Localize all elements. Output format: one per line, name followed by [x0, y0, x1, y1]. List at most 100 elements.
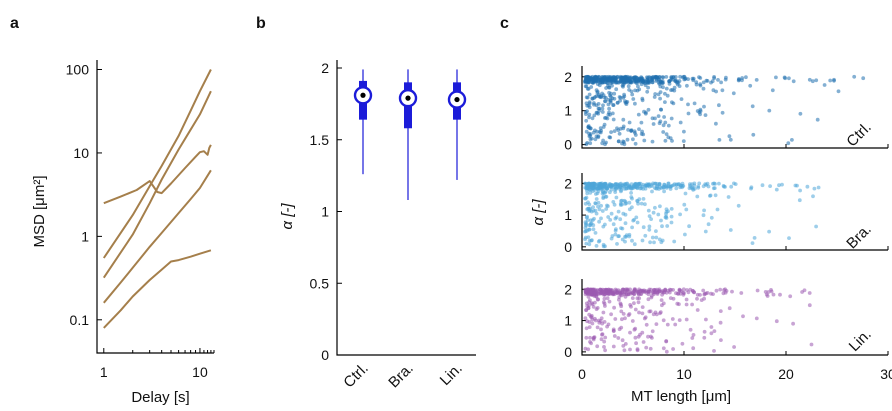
scatter-point — [584, 112, 588, 116]
scatter-point — [648, 289, 652, 294]
scatter-point — [647, 214, 652, 219]
msd-line-4 — [103, 169, 212, 304]
scatter-point — [591, 287, 596, 292]
scatter-point — [641, 340, 646, 344]
scatter-point — [587, 320, 592, 324]
scatter-point — [610, 290, 615, 295]
scatter-point — [593, 128, 597, 133]
msd-line-3 — [102, 90, 212, 279]
scatter-point — [604, 86, 608, 90]
scatter-point — [612, 202, 617, 207]
scatter-point — [609, 91, 613, 96]
scatter-point — [768, 184, 772, 189]
alpha-vs-length-scatter: 210 Ctrl.210 Bra.210 Lin. 0 10 20 30 MT length… — [530, 66, 892, 405]
scatter-point — [623, 316, 627, 321]
scatter-point — [691, 346, 696, 351]
scatter-point — [828, 78, 833, 83]
scatter-point — [597, 106, 602, 111]
scatter-point — [621, 139, 625, 144]
scatter-point — [625, 137, 630, 142]
scatter-point — [698, 293, 702, 297]
scatter-point — [748, 83, 753, 88]
scatter-point — [715, 207, 720, 212]
scatter-point — [653, 205, 657, 210]
scatter-point — [619, 309, 624, 314]
scatter-point — [601, 93, 606, 97]
scatter-point — [592, 291, 597, 295]
scatter-point — [678, 212, 682, 217]
scatter-point — [664, 132, 669, 137]
scatter-point — [640, 305, 645, 309]
msd-x-tick-label: 1 — [100, 364, 108, 380]
scatter-point — [594, 79, 599, 83]
scatter-point — [614, 77, 618, 82]
scatter-point — [697, 181, 702, 186]
scatter-point — [716, 78, 720, 82]
scatter-point — [695, 109, 700, 113]
scatter-point — [629, 304, 633, 309]
alpha-y-tick-label: 2 — [321, 60, 329, 76]
scatter-point — [661, 75, 666, 80]
scatter-point — [633, 88, 637, 93]
scatter-point — [717, 181, 721, 186]
scatter-point — [584, 241, 589, 246]
scatter-point — [669, 116, 674, 121]
scatter-point — [612, 91, 617, 96]
scatter-point — [593, 75, 598, 80]
scatter-point — [608, 218, 613, 222]
scatter-point — [652, 290, 656, 294]
scatter-point — [595, 90, 600, 95]
scatter-point — [686, 102, 690, 107]
scatter-point — [674, 291, 678, 296]
scatter-point — [754, 78, 759, 82]
scatter-point — [648, 240, 652, 245]
scatter-point — [701, 80, 706, 85]
scatter-point — [798, 111, 803, 116]
scatter-point — [594, 110, 599, 115]
scatter-point — [610, 83, 614, 88]
scatter-point — [702, 208, 706, 213]
scatter-point — [788, 294, 793, 299]
scatter-point — [603, 142, 607, 147]
scatter-point — [619, 189, 623, 194]
scatter-point — [595, 187, 600, 191]
scatter-point — [608, 135, 613, 140]
scatter-point — [701, 288, 706, 293]
scatter-point — [598, 126, 603, 131]
scatter-point — [591, 223, 596, 228]
scatter-point — [805, 184, 810, 189]
scatter-point — [624, 181, 629, 186]
scatter-point — [588, 141, 593, 146]
scatter-point — [712, 186, 717, 191]
scatter-point — [627, 120, 632, 125]
scatter-point — [622, 142, 627, 147]
scatter-point — [584, 118, 589, 123]
scatter-point — [663, 287, 668, 292]
scatter-point — [626, 127, 630, 132]
scatter-point — [666, 135, 671, 140]
scatter-point — [701, 86, 706, 91]
scatter-point — [596, 74, 601, 79]
scatter-point — [586, 206, 591, 211]
scatter-point — [627, 184, 632, 189]
scatter-y-tick-label: 2 — [564, 175, 572, 191]
scatter-point — [660, 289, 665, 293]
scatter-point — [636, 334, 641, 339]
scatter-point — [652, 240, 656, 245]
scatter-point — [673, 78, 678, 83]
scatter-point — [684, 302, 689, 307]
scatter-point — [741, 314, 745, 319]
scatter-point — [712, 181, 716, 186]
scatter-point — [635, 199, 640, 204]
scatter-point — [647, 309, 652, 314]
scatter-point — [712, 349, 716, 353]
scatter-point — [672, 85, 677, 90]
scatter-point — [616, 209, 621, 214]
scatter-x-tick-label: 0 — [578, 366, 586, 382]
scatter-point — [695, 296, 699, 301]
scatter-point — [590, 96, 595, 101]
scatter-point — [603, 335, 608, 340]
scatter-point — [585, 218, 590, 223]
scatter-point — [692, 101, 697, 106]
scatter-point — [618, 217, 623, 222]
